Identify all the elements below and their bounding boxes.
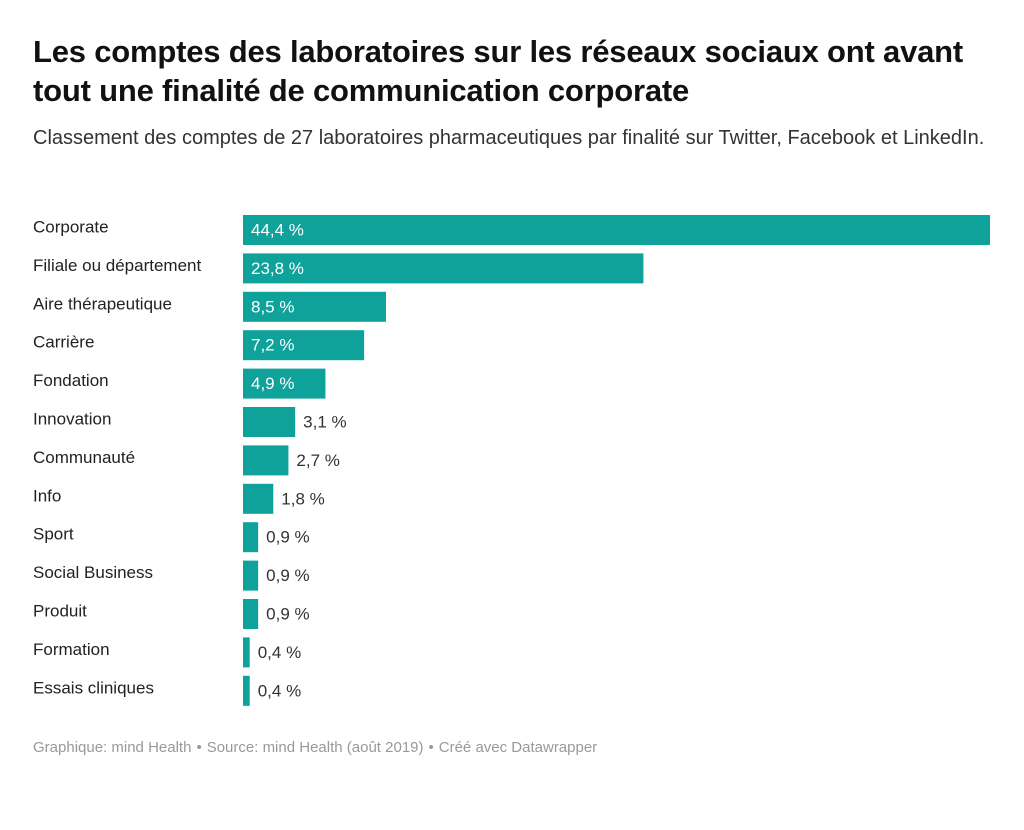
bar [243, 407, 296, 437]
bar-row: Aire thérapeutique 8,5 % [33, 291, 387, 322]
category-label: Produit [33, 601, 87, 620]
category-label: Communauté [33, 448, 135, 467]
bar-row: Formation 0,4 % [33, 637, 301, 668]
bar [243, 522, 259, 553]
bar-row: Social Business 0,9 % [33, 560, 310, 591]
value-label: 0,9 % [266, 604, 309, 623]
category-label: Info [33, 486, 61, 505]
chart-footer: Graphique: mind Health • Source: mind Heal… [33, 738, 597, 758]
bar-row: Sport 0,9 % [33, 522, 310, 553]
footer-graphic-credit: Graphique: mind Health [33, 739, 192, 756]
bar-chart: Corporate 44,4 % Filiale ou département 23,… [33, 215, 990, 706]
value-label: 0,4 % [258, 681, 301, 700]
chart-subtitle: Classement des comptes de 27 laboratoire… [33, 127, 985, 149]
value-label: 0,4 % [258, 643, 301, 662]
bar [243, 215, 990, 245]
bar-row: Innovation 3,1 % [33, 407, 347, 437]
category-label: Innovation [33, 409, 111, 428]
value-label: 4,9 % [251, 374, 294, 393]
category-label: Sport [33, 525, 74, 544]
value-label: 8,5 % [251, 297, 294, 316]
category-label: Corporate [33, 217, 109, 236]
category-label: Formation [33, 640, 110, 659]
category-label: Fondation [33, 371, 109, 390]
value-label: 44,4 % [251, 220, 304, 239]
bar-row: Essais cliniques 0,4 % [33, 675, 301, 706]
bar-row: Produit 0,9 % [33, 599, 310, 629]
bar-row: Fondation 4,9 % [33, 368, 326, 399]
bar [243, 291, 387, 322]
bar [243, 483, 274, 514]
bar-row: Corporate 44,4 % [33, 215, 990, 245]
bar [243, 599, 259, 629]
category-label: Carrière [33, 333, 94, 352]
chart-title: Les comptes des laboratoires sur les rés… [33, 34, 964, 108]
value-label: 2,7 % [296, 451, 339, 470]
footer-source: Source: mind Health (août 2019) [206, 739, 424, 756]
category-label: Filiale ou département [33, 256, 201, 275]
value-label: 23,8 % [251, 259, 304, 278]
bar-row: Filiale ou département 23,8 % [33, 253, 644, 284]
bar [243, 253, 644, 284]
bar [243, 675, 250, 706]
footer-created-with: Créé avec Datawrapper [438, 739, 598, 756]
bar [243, 560, 259, 591]
bar-row: Info 1,8 % [33, 483, 325, 514]
chart-header: Les comptes des laboratoires sur les rés… [33, 32, 993, 152]
footer-separator: • [428, 739, 434, 756]
value-label: 0,9 % [266, 528, 309, 547]
bar [243, 445, 289, 476]
bar-row: Communauté 2,7 % [33, 445, 340, 476]
category-label: Essais cliniques [33, 678, 154, 697]
bar-row: Carrière 7,2 % [33, 330, 365, 361]
footer-separator: • [196, 739, 202, 756]
value-label: 7,2 % [251, 336, 294, 355]
value-label: 3,1 % [303, 412, 346, 431]
category-label: Social Business [33, 563, 153, 582]
bar [243, 330, 365, 361]
bar [243, 368, 326, 399]
value-label: 0,9 % [266, 566, 309, 585]
category-label: Aire thérapeutique [33, 294, 172, 313]
value-label: 1,8 % [281, 489, 324, 508]
bar [243, 637, 250, 668]
